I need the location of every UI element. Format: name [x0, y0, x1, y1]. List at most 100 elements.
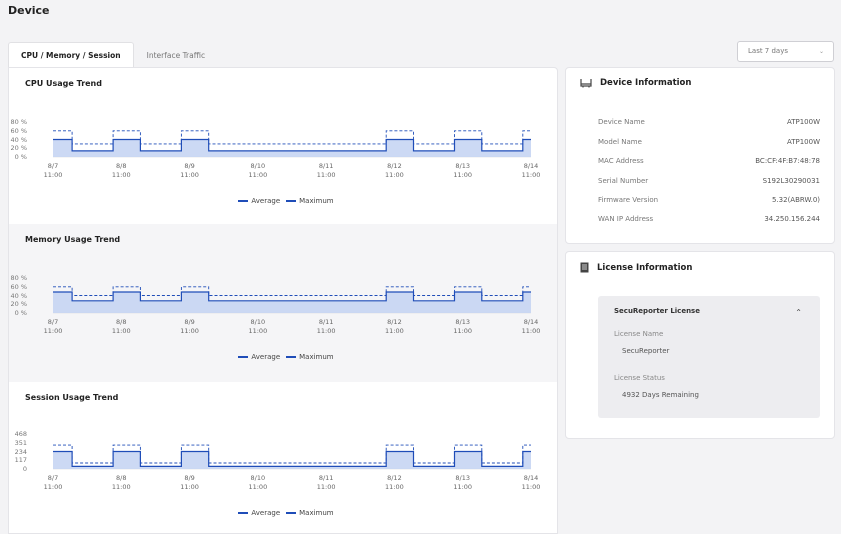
x-tick-date: 8/11 [318, 318, 334, 326]
x-tick-label: 8/10 11:00 [238, 318, 278, 336]
legend-label-average: Average [251, 197, 281, 205]
x-tick-time: 11:00 [453, 327, 473, 335]
x-tick-time: 11:00 [248, 171, 268, 179]
x-tick-label: 8/9 11:00 [170, 474, 210, 492]
legend-swatch-maximum [286, 200, 297, 202]
x-tick-date: 8/12 [387, 318, 402, 326]
x-tick-date: 8/10 [250, 162, 266, 170]
x-tick-date: 8/8 [116, 318, 127, 326]
x-tick-date: 8/7 [47, 474, 59, 482]
y-tick-label: 0 % [14, 153, 27, 161]
device-information-title: Device Information [580, 78, 691, 88]
x-tick-date: 8/8 [116, 162, 127, 170]
info-row-device-name: Device Name ATP100W [598, 118, 820, 126]
y-tick-label: 117 [14, 456, 27, 465]
time-range-select[interactable]: Last 7 days ⌄ [737, 41, 834, 62]
x-tick-time: 11:00 [385, 327, 404, 335]
tab-bar: CPU / Memory / Session Interface Traffic [8, 42, 218, 68]
x-tick-label: 8/13 11:00 [443, 318, 483, 336]
x-tick-label: 8/7 11:00 [33, 318, 73, 336]
license-information-card: License Information SecuReporter License… [565, 251, 835, 439]
legend-label-maximum: Maximum [299, 353, 334, 361]
x-tick-label: 8/9 11:00 [170, 162, 210, 180]
page-title: Device [8, 4, 50, 17]
x-tick-label: 8/10 11:00 [238, 162, 278, 180]
x-tick-time: 11:00 [385, 483, 404, 491]
device-information-label: Device Information [600, 78, 692, 88]
info-row-wan-ip-address: WAN IP Address 34.250.156.244 [598, 215, 820, 223]
legend-label-maximum: Maximum [299, 509, 334, 517]
x-tick-time: 11:00 [521, 171, 541, 179]
usage-charts-panel: CPU Usage Trend 80 % 60 % 40 % 20 % 0 % 8/7 11:… [8, 67, 558, 534]
chart-plot-area [53, 444, 531, 470]
x-tick-time: 11:00 [316, 483, 336, 491]
legend-label-maximum: Maximum [299, 197, 334, 205]
x-tick-date: 8/9 [184, 318, 195, 326]
legend-swatch-average [238, 200, 249, 202]
y-tick-label: 351 [14, 438, 27, 447]
x-tick-date: 8/14 [523, 474, 539, 482]
secureporter-license-panel[interactable]: SecuReporter License ⌃ License Name Secu… [598, 296, 820, 418]
y-tick-label: 0 % [14, 309, 27, 317]
x-tick-time: 11:00 [453, 171, 473, 179]
x-tick-time: 11:00 [180, 327, 199, 335]
info-label: Model Name [598, 138, 642, 146]
x-tick-time: 11:00 [316, 327, 336, 335]
info-value: S192L30290031 [762, 177, 820, 185]
x-tick-date: 8/13 [455, 474, 470, 482]
x-tick-date: 8/7 [47, 318, 59, 326]
x-tick-label: 8/11 11:00 [306, 474, 346, 492]
x-tick-time: 11:00 [248, 327, 268, 335]
tab-cpu-memory-session[interactable]: CPU / Memory / Session [8, 42, 134, 68]
x-tick-time: 11:00 [43, 483, 63, 491]
series-line-average [53, 291, 531, 302]
x-tick-time: 11:00 [111, 171, 131, 179]
license-name-value: SecuReporter [622, 347, 670, 355]
series-line-maximum [53, 130, 531, 145]
x-tick-date: 8/11 [318, 162, 334, 170]
y-tick-label: 20 % [10, 144, 27, 153]
x-tick-date: 8/9 [184, 474, 195, 482]
info-row-model-name: Model Name ATP100W [598, 138, 820, 146]
y-tick-label: 60 % [10, 126, 27, 135]
y-tick-label: 468 [14, 430, 27, 438]
x-tick-date: 8/10 [250, 318, 266, 326]
x-tick-time: 11:00 [521, 483, 541, 491]
x-tick-label: 8/14 11:00 [511, 162, 551, 180]
x-tick-label: 8/14 11:00 [511, 474, 551, 492]
y-tick-label: 40 % [10, 291, 27, 300]
x-tick-label: 8/14 11:00 [511, 318, 551, 336]
y-tick-label: 40 % [10, 135, 27, 144]
legend-label-average: Average [251, 353, 281, 361]
series-line-maximum [53, 444, 531, 464]
x-tick-time: 11:00 [521, 327, 541, 335]
series-line-average [53, 138, 531, 152]
info-label: Serial Number [598, 177, 649, 185]
legend-swatch-maximum [286, 356, 297, 358]
x-tick-date: 8/7 [47, 162, 59, 170]
chart-title: Memory Usage Trend [25, 235, 121, 244]
x-tick-label: 8/8 11:00 [101, 474, 141, 492]
info-row-mac-address: MAC Address BC:CF:4F:B7:48:78 [598, 157, 820, 165]
chart-plot-area [53, 286, 531, 314]
cpu-usage-section: CPU Usage Trend 80 % 60 % 40 % 20 % 0 % 8/7 11:… [9, 68, 557, 224]
x-tick-time: 11:00 [248, 483, 268, 491]
chart-legend: Average Maximum [9, 353, 557, 361]
x-tick-date: 8/9 [184, 162, 195, 170]
x-tick-time: 11:00 [180, 483, 199, 491]
license-name-label: License Name [614, 330, 664, 338]
y-tick-label: 20 % [10, 300, 27, 309]
chevron-up-icon[interactable]: ⌃ [795, 308, 802, 317]
x-tick-date: 8/14 [523, 162, 539, 170]
legend-swatch-average [238, 512, 249, 514]
x-tick-time: 11:00 [453, 483, 473, 491]
x-tick-time: 11:00 [180, 171, 199, 179]
chart-title: Session Usage Trend [25, 393, 119, 402]
x-tick-date: 8/14 [523, 318, 539, 326]
x-tick-date: 8/13 [455, 162, 470, 170]
x-tick-date: 8/12 [387, 162, 402, 170]
x-tick-date: 8/10 [250, 474, 266, 482]
tab-interface-traffic[interactable]: Interface Traffic [146, 51, 206, 60]
document-icon [580, 262, 589, 273]
x-tick-date: 8/8 [116, 474, 127, 482]
